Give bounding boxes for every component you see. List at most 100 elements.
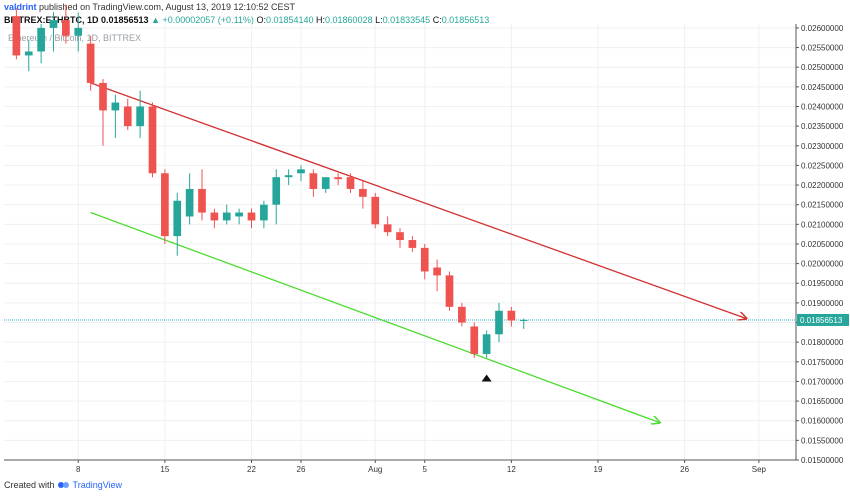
candle-body <box>297 169 305 174</box>
candle-body <box>408 240 417 248</box>
candle-body <box>346 177 355 189</box>
candle-body <box>371 196 380 225</box>
candle-body <box>247 212 256 221</box>
y-tick-label: 0.01800000 <box>801 338 844 347</box>
x-tick-label: Aug <box>368 465 382 474</box>
x-tick-label: 19 <box>594 465 603 474</box>
y-tick-label: 0.02450000 <box>801 83 844 92</box>
y-tick-label: 0.02500000 <box>801 63 844 72</box>
tradingview-logo-icon <box>57 481 70 489</box>
y-tick-label: 0.02100000 <box>801 220 844 229</box>
symbol-label: BITTREX:ETHBTC, 1D <box>4 15 99 25</box>
x-tick-label: 8 <box>76 465 81 474</box>
y-tick-label: 0.02050000 <box>801 240 844 249</box>
upper_channel-trendline <box>90 82 747 319</box>
open-label: O: <box>256 15 266 25</box>
candle-body <box>222 212 231 221</box>
candle-body <box>482 334 491 354</box>
candle-body <box>198 188 206 213</box>
candle-body <box>37 27 45 52</box>
candle-body <box>420 247 429 272</box>
last-price: 0.01856513 <box>101 15 149 25</box>
x-tick-label: 22 <box>247 465 256 474</box>
y-tick-label: 0.01750000 <box>801 358 844 367</box>
candle-body <box>334 177 342 180</box>
candle-body <box>210 212 219 221</box>
chart-header: valdrint published on TradingView.com, A… <box>4 2 844 26</box>
y-tick-label: 0.02250000 <box>801 161 844 170</box>
candle-body <box>470 326 479 354</box>
low-label: L: <box>375 15 383 25</box>
candle-body <box>458 306 466 323</box>
x-tick-label: Sep <box>752 465 767 474</box>
low-value: 0.01833545 <box>382 15 431 25</box>
grid <box>4 24 796 461</box>
x-tick-label: 15 <box>160 465 169 474</box>
candle-body <box>49 20 58 28</box>
candle-body <box>111 102 120 111</box>
markers <box>481 374 492 382</box>
y-tick-label: 0.02550000 <box>801 44 844 53</box>
price-change: ▲ +0.00002057 (+0.11%) <box>151 15 254 25</box>
candle-body <box>519 319 528 321</box>
tradingview-brand[interactable]: TradingView <box>72 480 123 490</box>
x-tick-label: 26 <box>297 465 306 474</box>
high-label: H: <box>316 15 326 25</box>
y-tick-label: 0.01500000 <box>801 456 844 465</box>
candle-body <box>507 310 516 321</box>
y-tick-label: 0.01900000 <box>801 299 844 308</box>
author-link[interactable]: valdrint <box>4 2 37 12</box>
candle-body <box>272 177 281 205</box>
y-tick-label: 0.02200000 <box>801 181 844 190</box>
candle-body <box>309 173 318 189</box>
y-tick-label: 0.02300000 <box>801 142 844 151</box>
y-tick-label: 0.01600000 <box>801 417 844 426</box>
y-tick-label: 0.01950000 <box>801 279 844 288</box>
candle-body <box>136 106 144 127</box>
y-tick-label: 0.02350000 <box>801 122 844 131</box>
candle-body <box>445 275 454 307</box>
last-price-tag <box>797 313 849 326</box>
candle-body <box>24 51 33 56</box>
candle-body <box>235 212 243 217</box>
x-tick-label: 12 <box>507 465 516 474</box>
candle-body <box>74 27 83 36</box>
close-value: 0.01856513 <box>441 15 490 25</box>
candle-body <box>359 188 367 197</box>
candle-body <box>284 175 293 178</box>
candle-body <box>260 204 268 221</box>
triangle-up-marker <box>481 374 492 382</box>
axes: 0.02600000 0.02550000 0.02500000 0.02450000… <box>4 24 849 474</box>
candle-body <box>185 188 194 217</box>
candle-body <box>161 173 169 237</box>
candle-body <box>383 224 392 233</box>
candles[interactable] <box>12 4 528 358</box>
candle-body <box>396 232 404 241</box>
candle-body <box>62 20 70 36</box>
open-value: 0.01854140 <box>265 15 314 25</box>
y-tick-label: 0.02000000 <box>801 260 844 269</box>
candle-body <box>173 200 182 237</box>
candle-body <box>148 106 157 174</box>
symbol-line: BITTREX:ETHBTC, 1D 0.01856513 ▲ +0.00002… <box>4 15 844 26</box>
candle-body <box>321 177 330 189</box>
x-tick-label: 5 <box>423 465 428 474</box>
candle-body <box>12 16 21 56</box>
candle-body <box>123 106 132 127</box>
y-tick-label: 0.02150000 <box>801 201 844 210</box>
candle-body <box>86 43 95 83</box>
lower_channel-trendline <box>90 211 660 423</box>
y-tick-label: 0.01650000 <box>801 397 844 406</box>
x-tick-label: 26 <box>680 465 689 474</box>
candle-body <box>99 82 107 111</box>
publish-line: valdrint published on TradingView.com, A… <box>4 2 844 13</box>
y-tick-label: 0.02600000 <box>801 24 844 33</box>
y-tick-label: 0.01550000 <box>801 436 844 445</box>
y-tick-label: 0.01700000 <box>801 377 844 386</box>
last-price-tag-label: 0.01856513 <box>800 316 843 325</box>
candle-body <box>495 310 503 335</box>
trendlines[interactable] <box>4 82 796 423</box>
candle-body <box>433 267 441 276</box>
footer: Created with TradingView <box>4 480 122 490</box>
